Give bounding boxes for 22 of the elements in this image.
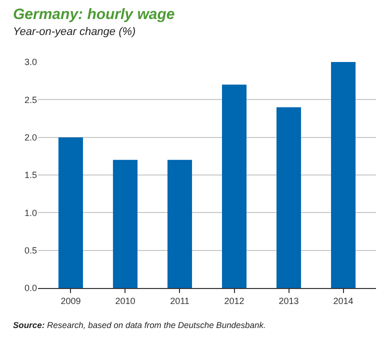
x-tick-label: 2010	[115, 296, 136, 306]
y-tick-label: 2.0	[24, 132, 37, 142]
bar	[112, 160, 138, 288]
x-tick-label: 2012	[224, 296, 244, 306]
bar	[331, 62, 356, 288]
y-tick-label: 1.5	[24, 170, 37, 180]
y-tick-label: 1.0	[24, 208, 37, 218]
bar	[276, 107, 302, 288]
bar	[222, 84, 247, 288]
chart-title: Germany: hourly wage	[13, 6, 175, 23]
y-tick-label: 0.5	[24, 245, 37, 256]
bar	[167, 160, 192, 288]
x-tick-label: 2011	[170, 296, 190, 306]
x-tick-label: 2009	[60, 296, 81, 306]
y-tick-label: 0.0	[24, 283, 37, 294]
y-tick-label: 3.0	[24, 57, 37, 68]
bar	[58, 137, 83, 288]
chart-subtitle: Year-on-year change (%)	[13, 26, 136, 38]
y-tick-label: 2.5	[24, 94, 37, 105]
x-tick-label: 2014	[333, 296, 354, 306]
x-tick-label: 2013	[278, 296, 299, 306]
source-note: Source: Research, based on data from the Deutsche Bundesbank.	[13, 320, 266, 330]
